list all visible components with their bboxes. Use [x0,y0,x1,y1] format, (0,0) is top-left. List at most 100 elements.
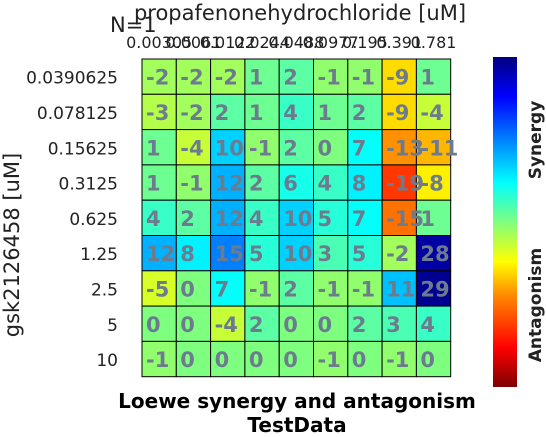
cell-value-label: 7 [215,277,230,301]
cell-value-label: 0 [180,313,195,337]
cell-value-label: 0 [249,348,264,372]
heatmap-cell [415,129,452,166]
cell-value-label: -13 [386,136,424,160]
x-axis-label: propafenonehydrochloride [uM] [134,1,466,25]
heatmap-cell [415,58,452,95]
y-tick-label: 0.3125 [59,175,118,195]
chart-subtitle: TestData [247,413,346,437]
cell-value-label: 0 [283,313,298,337]
heatmap-cells [141,58,452,378]
cell-value-label: 11 [386,277,415,301]
cell-value-label: -1 [180,172,203,196]
cell-value-label: 1 [318,101,333,125]
cell-value-label: 1 [146,172,161,196]
cell-value-label: 0 [352,348,367,372]
cell-value-label: -4 [420,101,443,125]
cell-value-label: -1 [249,277,272,301]
x-tick-label: 0.00305 [126,33,192,52]
heatmap-cell [313,235,349,272]
cell-value-label: -1 [318,277,341,301]
heatmap-cell [415,164,452,201]
cell-value-label: 15 [215,242,244,266]
x-tick-labels: 0.003050.00610.01220.02440.04880.09770.1… [126,33,456,52]
cell-value-label: -5 [146,277,169,301]
cell-value-label: 2 [215,101,230,125]
cell-value-label: 6 [283,172,298,196]
heatmap-cell [313,270,349,307]
cell-value-label: -19 [386,172,424,196]
heatmap-cell [347,93,383,131]
cell-value-label: 4 [283,101,298,125]
cell-value-label: 1 [420,207,435,231]
heatmap-cell [381,129,417,166]
cell-value-labels: -2 -2 -2 1 2 -1 -1 -9 1-3 -2 2 1 4 1 2 -9 -41 -4 10 -1 2 0 7 -1… [146,66,458,372]
heatmap-cell [141,305,177,342]
cell-value-label: 1 [420,66,435,90]
x-tick-label: 0.781 [411,33,457,52]
cell-value-label: 7 [352,136,367,160]
cell-value-label: -1 [146,348,169,372]
heatmap-cell [381,340,417,378]
cell-value-label: 4 [318,172,333,196]
cell-value-label: 0 [180,277,195,301]
y-tick-label: 0.625 [69,210,118,230]
cell-value-label: -2 [180,101,203,125]
heatmap-cell [381,164,417,201]
heatmap-cell [244,305,280,342]
cell-value-label: 5 [352,242,367,266]
cell-value-label: 2 [352,313,367,337]
cell-value-label: 2 [283,136,298,160]
heatmap-cell [141,129,177,166]
heatmap-cell [278,270,315,307]
heatmap-cell [210,270,246,307]
heatmap-cell [313,93,349,131]
cell-value-label: 0 [318,136,333,160]
heatmap-cell [210,58,246,95]
cell-value-label: 4 [249,207,264,231]
heatmap-cell [141,199,177,236]
cell-value-label: -8 [420,172,443,196]
cell-value-label: -2 [146,66,169,90]
cell-value-label: -9 [386,101,409,125]
cell-value-label: 0 [180,348,195,372]
heatmap-cell [210,305,246,342]
cell-value-label: -1 [318,348,341,372]
heatmap-cell [278,340,315,378]
cell-value-label: 10 [215,136,244,160]
cell-value-label: 3 [386,313,401,337]
heatmap-cell [244,199,280,236]
heatmap-cell [210,340,246,378]
heatmap-cell [347,340,383,378]
heatmap-cell [347,164,383,201]
heatmap-cell [210,129,246,166]
cell-value-label: 2 [283,66,298,90]
cell-value-label: 7 [352,207,367,231]
y-tick-labels: 0.0390625 0.078125 0.15625 0.3125 0.625 1.25 2… [26,69,118,371]
heatmap-cell [415,305,452,342]
chart-title: Loewe synergy and antagonism [118,389,476,413]
cell-value-label: -3 [146,101,169,125]
cell-value-label: 4 [146,207,161,231]
colorbar-antagonism-label: Antagonism [526,248,546,362]
heatmap-cell [278,164,315,201]
heatmap-cell [175,340,212,378]
cell-value-label: -2 [386,242,409,266]
y-tick-label: 0.0390625 [26,69,118,89]
heatmap-cell [244,270,280,307]
y-tick-label: 0.15625 [48,139,118,159]
cell-value-label: 1 [146,136,161,160]
cell-value-label: 5 [318,207,333,231]
cell-value-label: 2 [180,207,195,231]
heatmap-cell [278,129,315,166]
cell-value-label: 2 [249,313,264,337]
cell-value-label: 4 [420,313,435,337]
heatmap-cell [313,58,349,95]
y-tick-label: 10 [96,351,118,371]
cell-value-label: 3 [318,242,333,266]
cell-value-label: 0 [318,313,333,337]
cell-value-label: -4 [215,313,238,337]
cell-value-label: 10 [283,242,312,266]
heatmap-cell [141,58,177,95]
cell-value-label: -1 [318,66,341,90]
cell-value-label: -2 [180,66,203,90]
